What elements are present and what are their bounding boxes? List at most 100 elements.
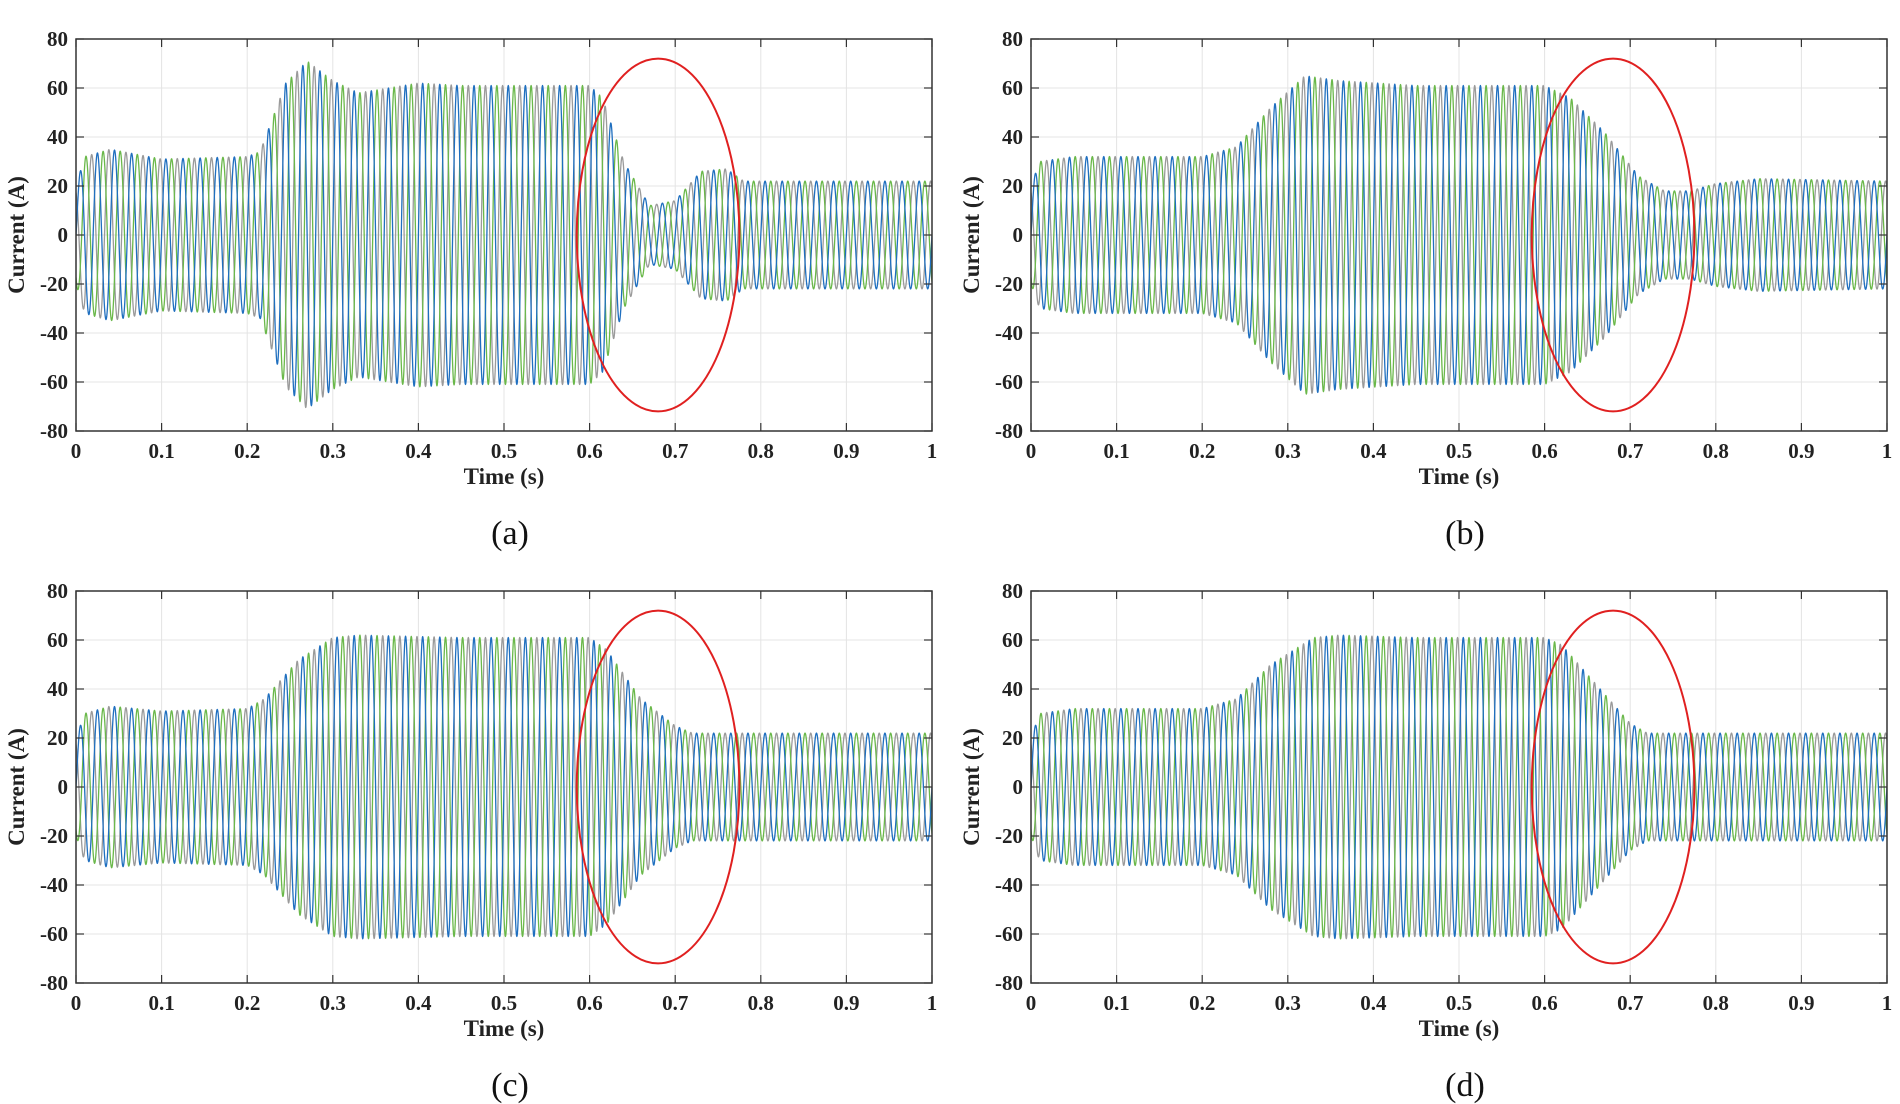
chart-panel-d: 0 0.1 0.2 0.3 0.4 0.5 0.6 0.7 0.8 0.9 1 80 60 40 20 0 -2…: [959, 579, 1892, 1104]
y-tick-label: -40: [995, 321, 1023, 345]
panel-caption: (c): [491, 1067, 529, 1104]
x-tick-label: 0.5: [1446, 991, 1472, 1015]
y-tick-label: 0: [58, 775, 69, 799]
y-tick-label: -60: [40, 922, 68, 946]
y-axis-label: Current (A): [959, 728, 984, 846]
x-tick-label: 0.6: [576, 991, 602, 1015]
y-tick-label: 0: [58, 223, 69, 247]
waveform-group: [76, 634, 932, 940]
x-tick-label: 0.2: [234, 439, 260, 463]
y-tick-label: 0: [1013, 775, 1024, 799]
series-phase-b: [76, 634, 932, 940]
x-axis-label: Time (s): [1419, 464, 1500, 489]
y-tick-label: 60: [47, 628, 68, 652]
x-tick-label: 0.7: [1617, 439, 1643, 463]
series-phase-c: [1031, 634, 1887, 940]
waveform-group: [76, 61, 932, 409]
y-tick-label: 80: [47, 579, 68, 603]
x-tick-label: 0.7: [662, 991, 688, 1015]
series-phase-b: [1031, 76, 1887, 395]
y-axis-label: Current (A): [959, 176, 984, 294]
y-tick-label: 60: [1002, 628, 1023, 652]
highlight-ellipse: [575, 57, 741, 413]
highlight-ellipse: [575, 609, 741, 965]
y-tick-label: 80: [1002, 27, 1023, 51]
x-tick-label: 0.1: [148, 991, 174, 1015]
x-tick-label: 0.9: [1788, 439, 1814, 463]
x-tick-label: 0.2: [234, 991, 260, 1015]
x-tick-label: 0.8: [748, 991, 774, 1015]
x-tick-label: 0.2: [1189, 991, 1215, 1015]
highlight-ellipse: [1530, 57, 1696, 413]
x-tick-label: 0.4: [405, 439, 432, 463]
series-phase-a: [76, 64, 932, 407]
x-tick-label: 1: [1882, 439, 1893, 463]
y-tick-label: 20: [47, 174, 68, 198]
x-axis-label: Time (s): [464, 464, 545, 489]
waveform-group: [1031, 75, 1887, 395]
y-tick-label: -80: [995, 419, 1023, 443]
y-tick-label: -40: [995, 873, 1023, 897]
x-tick-label: 0.1: [1103, 439, 1129, 463]
x-tick-label: 0.1: [148, 439, 174, 463]
chart-panel-b: 0 0.1 0.2 0.3 0.4 0.5 0.6 0.7 0.8 0.9 1 80 60 40 20 0 -2…: [959, 27, 1892, 552]
y-tick-label: 80: [1002, 579, 1023, 603]
series-phase-a: [1031, 75, 1887, 394]
y-tick-label: 60: [47, 76, 68, 100]
y-tick-label: -80: [40, 419, 68, 443]
x-tick-label: 0.3: [320, 991, 346, 1015]
highlight-ellipse: [1530, 609, 1696, 965]
x-tick-label: 0.3: [320, 439, 346, 463]
y-tick-label: -20: [995, 824, 1023, 848]
y-tick-label: -20: [995, 272, 1023, 296]
x-tick-label: 0: [1026, 991, 1037, 1015]
x-tick-label: 0.1: [1103, 991, 1129, 1015]
y-tick-label: -20: [40, 272, 68, 296]
x-tick-label: 0.4: [405, 991, 432, 1015]
y-tick-label: -60: [995, 922, 1023, 946]
panel-caption: (b): [1445, 515, 1485, 552]
y-tick-label: 40: [47, 125, 68, 149]
x-tick-label: 0.6: [1531, 439, 1557, 463]
y-tick-label: 20: [1002, 174, 1023, 198]
panel-caption: (d): [1445, 1067, 1485, 1104]
x-tick-label: 0.8: [748, 439, 774, 463]
x-tick-label: 1: [1882, 991, 1893, 1015]
x-tick-label: 0.7: [662, 439, 688, 463]
x-tick-label: 0.3: [1275, 439, 1301, 463]
x-tick-label: 0.8: [1703, 439, 1729, 463]
series-phase-c: [76, 634, 932, 940]
x-tick-label: 0.9: [833, 439, 859, 463]
series-phase-c: [1031, 76, 1887, 394]
x-tick-label: 0.5: [491, 439, 517, 463]
y-tick-label: -60: [40, 370, 68, 394]
x-tick-label: 0: [71, 991, 82, 1015]
x-tick-label: 0.5: [491, 991, 517, 1015]
y-tick-label: -80: [40, 971, 68, 995]
series-phase-b: [76, 61, 932, 403]
series-phase-c: [76, 65, 932, 409]
x-tick-label: 0.5: [1446, 439, 1472, 463]
y-tick-label: -40: [40, 873, 68, 897]
y-tick-label: 0: [1013, 223, 1024, 247]
chart-panel-a: 0 0.1 0.2 0.3 0.4 0.5 0.6 0.7 0.8 0.9 1 80 60 40 20 0 -2…: [4, 27, 937, 552]
x-tick-label: 0.9: [833, 991, 859, 1015]
y-tick-label: 20: [47, 726, 68, 750]
y-tick-label: -80: [995, 971, 1023, 995]
waveform-group: [1031, 634, 1887, 940]
y-tick-label: 60: [1002, 76, 1023, 100]
x-tick-label: 0.8: [1703, 991, 1729, 1015]
y-tick-label: 40: [1002, 125, 1023, 149]
x-tick-label: 0.4: [1360, 439, 1387, 463]
y-tick-label: 40: [1002, 677, 1023, 701]
y-tick-label: -20: [40, 824, 68, 848]
y-tick-label: 20: [1002, 726, 1023, 750]
y-tick-label: 80: [47, 27, 68, 51]
x-tick-label: 0.4: [1360, 991, 1387, 1015]
y-tick-label: -60: [995, 370, 1023, 394]
x-tick-label: 0.2: [1189, 439, 1215, 463]
x-tick-label: 1: [927, 991, 938, 1015]
x-tick-label: 0.3: [1275, 991, 1301, 1015]
chart-panel-c: 0 0.1 0.2 0.3 0.4 0.5 0.6 0.7 0.8 0.9 1 80 60 40 20 0 -2…: [4, 579, 937, 1104]
